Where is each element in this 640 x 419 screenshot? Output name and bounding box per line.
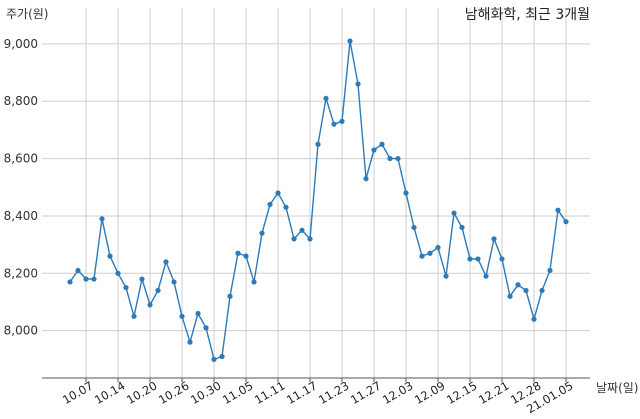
x-tick-label: 12.15 (444, 378, 480, 407)
price-point (451, 210, 457, 216)
price-point (387, 155, 393, 162)
price-point (459, 224, 465, 231)
price-point (355, 81, 361, 87)
price-point (443, 273, 449, 279)
price-point (115, 270, 121, 276)
price-point (251, 279, 257, 285)
price-point (499, 256, 505, 262)
x-tick-label: 10.26 (156, 378, 192, 407)
price-point (331, 121, 337, 127)
x-tick-label: 11.17 (284, 378, 320, 407)
y-tick-label: 8,200 (4, 266, 38, 280)
price-point (179, 313, 185, 319)
price-point (91, 276, 97, 282)
y-tick-label: 9,000 (4, 37, 38, 51)
price-point (195, 310, 201, 317)
price-point (131, 313, 137, 319)
x-tick-label: 12.03 (380, 378, 416, 407)
price-point (235, 250, 241, 256)
price-point (419, 253, 425, 259)
price-point (267, 201, 273, 208)
chart-title: 남해화학, 최근 3개월 (465, 7, 590, 23)
price-point (147, 302, 153, 308)
price-series-line (69, 40, 567, 361)
price-point (187, 339, 193, 345)
x-tick-label: 11.27 (348, 378, 384, 407)
x-tick-label: 10.20 (124, 378, 160, 407)
price-point (403, 190, 409, 196)
price-point (523, 287, 529, 294)
price-point (411, 224, 417, 231)
price-point (491, 236, 497, 242)
x-tick-label: 12.21 (476, 378, 512, 407)
price-point (307, 236, 313, 242)
price-point (275, 190, 281, 196)
price-point (555, 207, 561, 213)
price-point (227, 293, 233, 299)
x-axis-label: 날짜(일) (596, 381, 638, 395)
price-point (475, 256, 481, 262)
x-tick-label: 10.14 (92, 378, 128, 407)
price-point (427, 250, 433, 256)
price-point (283, 204, 289, 210)
price-point (363, 176, 369, 182)
price-point (155, 287, 161, 294)
x-tick-label: 11.05 (220, 378, 256, 407)
price-point (323, 95, 329, 101)
price-point (259, 230, 265, 236)
series-layer (67, 38, 569, 362)
price-point (107, 253, 113, 259)
y-tick-label: 8,000 (4, 324, 38, 338)
price-point (515, 282, 521, 288)
price-point (467, 256, 473, 262)
price-point (67, 279, 73, 285)
price-point (507, 293, 513, 299)
price-point (83, 276, 89, 282)
price-point (531, 316, 537, 322)
x-tick-label: 11.23 (316, 378, 352, 407)
price-point (539, 287, 545, 294)
price-point (163, 259, 169, 265)
x-tick-label: 11.11 (252, 378, 288, 407)
price-point (371, 147, 377, 153)
x-tick-label: 10.30 (188, 378, 224, 407)
x-tick-label: 12.09 (412, 378, 448, 407)
price-point (203, 325, 209, 331)
price-point (99, 216, 105, 222)
price-point (299, 227, 305, 233)
y-tick-label: 8,400 (4, 209, 38, 223)
price-point (139, 276, 145, 282)
price-point (547, 267, 553, 274)
price-point (379, 141, 385, 147)
price-point (483, 273, 489, 279)
grid-layer (42, 8, 590, 378)
y-axis-label: 주가(원) (6, 7, 48, 21)
price-point (315, 141, 321, 147)
price-point (339, 118, 345, 124)
price-point (347, 38, 353, 44)
y-tick-label: 8,600 (4, 152, 38, 166)
x-tick-label: 10.07 (60, 378, 96, 407)
y-tick-label: 8,800 (4, 94, 38, 108)
price-point (243, 253, 249, 259)
price-point (75, 267, 81, 274)
price-point (563, 219, 569, 225)
price-point (435, 244, 441, 251)
price-point (219, 353, 225, 360)
price-point (291, 236, 297, 242)
price-point (395, 155, 401, 162)
price-point (211, 356, 217, 362)
price-point (171, 279, 177, 285)
price-point (123, 285, 129, 291)
